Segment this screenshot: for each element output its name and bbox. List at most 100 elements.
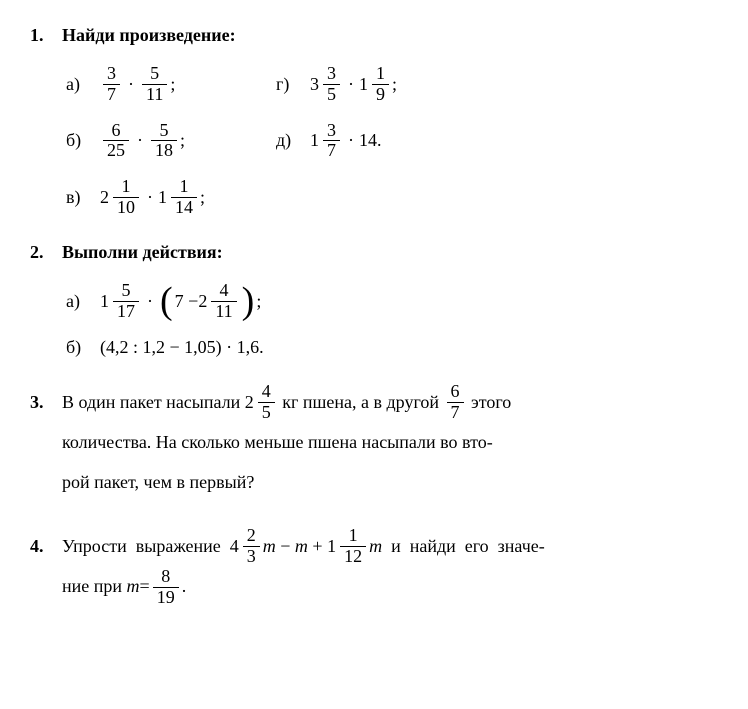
text-segment: кг пшена, а в другой — [278, 383, 444, 423]
numerator: 1 — [113, 177, 139, 198]
dot-operator: · — [137, 130, 143, 151]
denominator: 14 — [171, 198, 197, 218]
mixed-number: 1 1 14 — [158, 177, 200, 218]
numerator: 6 — [447, 382, 464, 403]
problem-4-line-2: ние при m = 8 19 . — [30, 567, 718, 608]
factor: 14 — [359, 130, 377, 151]
fraction: 1 9 — [372, 64, 389, 105]
fraction: 4 11 — [211, 281, 236, 322]
problem-3-line-3: рой пакет, чем в первый? — [30, 463, 718, 503]
dot-operator: · — [348, 130, 354, 151]
problem-1: 1. Найди произведение: а) 3 7 · 5 11 ; г… — [30, 25, 718, 218]
text-segment: и найди его значе- — [382, 527, 545, 567]
problem-2-title: Выполни действия: — [62, 242, 223, 263]
problem-4-line-1: 4. Упрости выражение 4 2 3 m − m + 1 1 1… — [30, 526, 718, 567]
problem-1-item-v: в) 2 1 10 · 1 1 14 ; — [66, 177, 276, 218]
denominator: 18 — [151, 141, 177, 161]
fraction: 4 5 — [258, 382, 275, 423]
mixed-number: 2 1 10 — [100, 177, 142, 218]
dot-operator: · — [147, 291, 153, 312]
terminator: . — [182, 567, 187, 607]
dot-operator: · — [147, 187, 153, 208]
fraction: 2 3 — [243, 526, 260, 567]
mixed-number: 1 5 17 — [100, 281, 142, 322]
problem-1-items: а) 3 7 · 5 11 ; г) 3 3 5 — [30, 64, 718, 218]
label-b2: б) — [66, 337, 90, 358]
problem-3-number: 3. — [30, 383, 52, 423]
fraction: 3 5 — [323, 64, 340, 105]
fraction: 1 14 — [171, 177, 197, 218]
problem-2-item-b: б) (4,2 : 1,2 − 1,05) · 1,6. — [66, 337, 718, 358]
problem-2-header: 2. Выполни действия: — [30, 242, 718, 263]
fraction: 1 10 — [113, 177, 139, 218]
problem-1-item-b: б) 6 25 · 5 18 ; — [66, 121, 276, 162]
whole: 2 — [245, 383, 254, 423]
whole: 1 — [158, 187, 167, 208]
denominator: 5 — [323, 85, 340, 105]
variable: m — [369, 527, 382, 567]
denominator: 12 — [340, 547, 366, 567]
fraction: 8 19 — [153, 567, 179, 608]
numerator: 3 — [323, 121, 340, 142]
fraction: 6 7 — [447, 382, 464, 423]
fraction: 3 7 — [323, 121, 340, 162]
label-v: в) — [66, 187, 90, 208]
problem-4: 4. Упрости выражение 4 2 3 m − m + 1 1 1… — [30, 526, 718, 607]
mixed-number: 1 1 9 — [359, 64, 392, 105]
problem-1-item-a: а) 3 7 · 5 11 ; — [66, 64, 276, 105]
problem-1-item-d: д) 1 3 7 · 14 . — [276, 121, 486, 162]
text-segment: этого — [467, 383, 512, 423]
denominator: 5 — [258, 403, 275, 423]
numerator: 1 — [340, 526, 366, 547]
denominator: 7 — [323, 141, 340, 161]
text-segment: ние при — [62, 567, 127, 607]
numerator: 5 — [151, 121, 177, 142]
problem-3-text: 3. В один пакет насыпали 2 4 5 кг пшена,… — [30, 382, 718, 502]
dot-operator: · — [348, 74, 354, 95]
paren-right: ) — [242, 292, 255, 311]
whole: 3 — [310, 74, 319, 95]
denominator: 10 — [113, 198, 139, 218]
problem-1-title: Найди произведение: — [62, 25, 236, 46]
denominator: 17 — [113, 302, 139, 322]
numerator: 8 — [153, 567, 179, 588]
numerator: 5 — [142, 64, 167, 85]
operator: + — [308, 527, 327, 567]
whole: 1 — [327, 527, 336, 567]
problem-3: 3. В один пакет насыпали 2 4 5 кг пшена,… — [30, 382, 718, 502]
whole: 1 — [100, 291, 109, 312]
whole: 1 — [359, 74, 368, 95]
text-segment: Упрости выражение — [62, 527, 230, 567]
text-segment: В один пакет насыпали — [62, 383, 245, 423]
numerator: 2 — [243, 526, 260, 547]
numerator: 1 — [171, 177, 197, 198]
mixed-number: 2 4 11 — [198, 281, 239, 322]
numerator: 4 — [258, 382, 275, 403]
denominator: 11 — [211, 302, 236, 322]
problem-1-row-2: б) 6 25 · 5 18 ; д) 1 3 7 — [66, 121, 718, 162]
problem-4-text: 4. Упрости выражение 4 2 3 m − m + 1 1 1… — [30, 526, 718, 607]
fraction: 5 17 — [113, 281, 139, 322]
whole: 2 — [100, 187, 109, 208]
denominator: 19 — [153, 588, 179, 608]
denominator: 11 — [142, 85, 167, 105]
problem-2-items: а) 1 5 17 · ( 7 − 2 4 11 ) ; б) — [30, 281, 718, 359]
whole: 2 — [198, 291, 207, 312]
terminator: . — [377, 130, 382, 151]
numerator: 3 — [323, 64, 340, 85]
label-b: б) — [66, 130, 90, 151]
operator: − — [276, 527, 295, 567]
numerator: 3 — [103, 64, 120, 85]
problem-2-item-a: а) 1 5 17 · ( 7 − 2 4 11 ) ; — [66, 281, 718, 322]
numerator: 6 — [103, 121, 129, 142]
mixed-number: 2 4 5 — [245, 382, 278, 423]
variable: m — [263, 527, 276, 567]
numerator: 4 — [211, 281, 236, 302]
dot-operator: · — [128, 74, 134, 95]
terminator: ; — [200, 187, 205, 208]
fraction: 6 25 — [103, 121, 129, 162]
problem-3-line-2: количества. На сколько меньше пшена насы… — [30, 423, 718, 463]
variable: m — [295, 527, 308, 567]
terminator: ; — [170, 74, 175, 95]
problem-2: 2. Выполни действия: а) 1 5 17 · ( 7 − 2… — [30, 242, 718, 359]
